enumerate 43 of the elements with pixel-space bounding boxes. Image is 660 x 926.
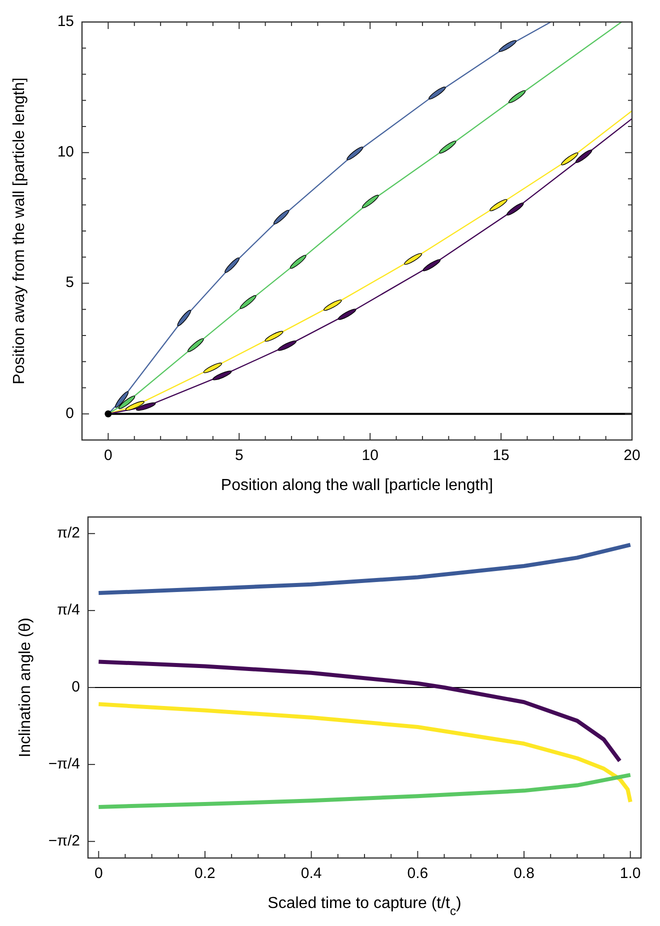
x-axis-title: Scaled time to capture (t/t$_{c}$) [268,895,462,918]
point [346,146,364,160]
point [439,140,456,154]
x-tick-label: 15 [492,447,510,464]
point [506,202,524,216]
line-series [96,542,632,596]
x-tick-label: 20 [624,447,640,464]
line-series [96,772,632,809]
x-tick-label: 0.4 [300,865,322,882]
y-tick-label: 0 [72,678,80,696]
x-tick-label: 0 [94,865,103,882]
point [428,86,446,100]
x-tick-label: 1.0 [620,865,641,882]
y-tick-label: 0 [66,404,74,422]
point [575,150,592,163]
point [240,295,256,309]
point [273,210,290,224]
x-tick-label: 0.6 [407,865,428,882]
x-tick-label: 5 [234,447,244,464]
y-tick-label: 10 [57,144,74,161]
x-tick-label: 0 [104,447,112,464]
line-series [96,702,632,804]
point [290,254,306,269]
point [104,410,112,418]
x-axis-title: Position along the wall [particle length] [220,477,494,494]
y-tick-label: −π/4 [48,755,80,772]
y-tick-label: π/4 [57,602,80,619]
point [362,194,379,208]
x-tick-label: 0.2 [194,865,216,882]
y-axis-title: Position away from the wall [particle length] [11,78,28,384]
point [118,396,136,410]
y-tick-label: 15 [57,12,74,30]
y-tick-label: 5 [66,274,74,292]
x-tick-label: 0.8 [514,865,534,882]
x-tick-label: 10 [362,447,378,464]
point [508,90,526,104]
y-tick-label: −π/2 [48,832,80,850]
point [224,258,240,273]
line-series [96,660,622,763]
point [187,338,204,352]
y-tick-label: π/2 [57,524,80,542]
point [561,152,578,166]
y-axis-title: Inclination angle (θ) [17,618,34,758]
